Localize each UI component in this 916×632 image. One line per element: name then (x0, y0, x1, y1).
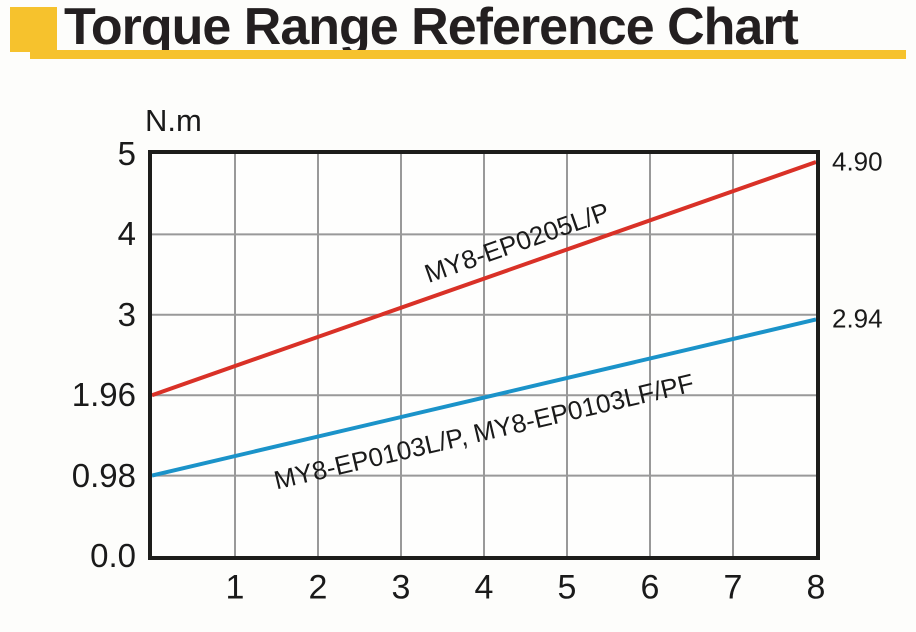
x-tick-label: 8 (806, 568, 826, 607)
series-line-1 (152, 317, 816, 478)
x-tick-label: 5 (557, 568, 577, 607)
plot-svg (152, 154, 816, 556)
plot-area (148, 150, 820, 560)
x-tick-label: 1 (225, 568, 245, 607)
page-title: Torque Range Reference Chart (64, 0, 799, 56)
y-axis-unit-label: N.m (145, 103, 202, 138)
y-tick-label: 4 (117, 215, 136, 253)
x-tick-label: 2 (308, 568, 328, 607)
title-accent-square (10, 7, 57, 52)
y-tick-label: 0.0 (90, 537, 136, 574)
series-line-0 (152, 160, 816, 398)
x-tick-label: 6 (640, 568, 660, 607)
x-tick-label: 3 (391, 568, 411, 607)
x-tick-label: 4 (474, 568, 494, 607)
series-end-value-1: 2.94 (832, 303, 883, 334)
y-tick-label: 1.96 (71, 376, 136, 414)
title-underline (30, 50, 906, 59)
series-end-value-0: 4.90 (832, 146, 883, 177)
y-tick-label: 5 (117, 135, 136, 172)
x-tick-label: 7 (723, 568, 743, 607)
y-tick-label: 0.98 (71, 456, 136, 494)
y-tick-label: 3 (117, 295, 136, 333)
